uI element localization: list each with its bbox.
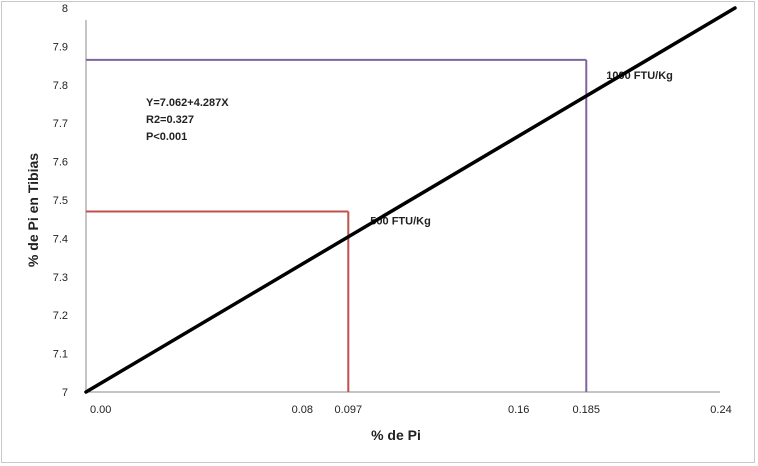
x-tick-label: 0.00 [90,404,111,416]
y-tick-label: 7.7 [53,118,68,130]
axes [85,20,720,393]
regression-series [84,6,737,394]
x-tick-label: 0.185 [573,404,601,416]
equation-text: P<0.001 [146,131,187,143]
y-tick-label: 7.1 [53,349,68,361]
y-tick-label: 7.4 [53,233,68,245]
y-tick-label: 7 [62,387,68,399]
x-axis-label: % de Pi [371,427,421,443]
reference-label: 500 FTU/Kg [370,216,431,228]
y-tick-label: 7.2 [53,310,68,322]
y-tick-label: 7.9 [53,41,68,53]
x-tick-label: 0.24 [710,404,731,416]
y-tick-label: 7.5 [53,195,68,207]
equation-text: R2=0.327 [146,114,194,126]
y-tick-label: 7.8 [53,80,68,92]
x-tick-label: 0.08 [292,404,313,416]
y-tick-label: 8 [62,3,68,15]
x-tick-label: 0.097 [335,404,363,416]
y-axis-label: % de Pi en Tibias [25,153,41,267]
annotations: Y=7.062+4.287X R2=0.327 P<0.001 [146,97,229,143]
regression-line [84,6,737,394]
x-tick-label: 0.16 [508,404,529,416]
y-tick-label: 7.6 [53,157,68,169]
y-tick-label: 7.3 [53,272,68,284]
tick-labels: 7 7.1 7.2 7.3 7.4 7.5 7.6 7.7 7.8 7.9 8 0.00 0.08 0.0… [53,3,732,416]
equation-text: Y=7.062+4.287X [146,97,229,109]
